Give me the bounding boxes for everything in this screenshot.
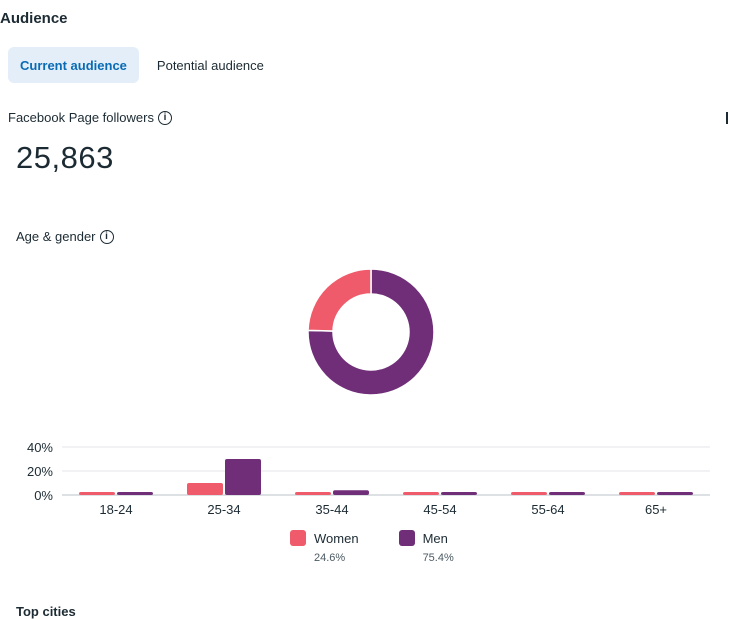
- x-tick-label: 25-34: [207, 502, 240, 517]
- x-tick-label: 18-24: [99, 502, 132, 517]
- bar-men-55-64: [549, 492, 585, 495]
- tab-current-audience[interactable]: Current audience: [8, 47, 139, 83]
- audience-tabs: Current audience Potential audience: [8, 47, 276, 83]
- x-tick-label: 35-44: [315, 502, 348, 517]
- chart-legend: Women 24.6% Men 75.4%: [290, 530, 454, 564]
- followers-label: Facebook Page followers: [8, 110, 154, 125]
- age-gender-label-row: Age & gender i: [16, 229, 114, 244]
- bar-men-18-24: [117, 492, 153, 495]
- donut-slice-women: [307, 268, 372, 332]
- bar-women-35-44: [295, 492, 331, 495]
- men-swatch: [398, 530, 415, 546]
- gender-donut-chart: [307, 268, 435, 396]
- section-title: Audience: [0, 10, 68, 27]
- info-icon[interactable]: i: [99, 229, 114, 244]
- clipped-edge-mark: [726, 112, 728, 124]
- x-tick-label: 65+: [645, 502, 667, 517]
- x-tick-label: 55-64: [531, 502, 564, 517]
- bar-women-55-64: [511, 492, 547, 495]
- age-bar-chart: 0% 20% 40% 18-24 25-34 35-44 45-54 55-64 65+: [27, 440, 710, 517]
- y-tick-label: 0%: [34, 488, 53, 503]
- bar-women-45-54: [403, 492, 439, 495]
- legend-women-percent: 24.6%: [314, 552, 346, 564]
- legend-item-men: Men 75.4%: [398, 530, 454, 564]
- bar-men-25-34: [225, 459, 261, 495]
- y-tick-label: 40%: [27, 440, 53, 455]
- x-tick-label: 45-54: [423, 502, 456, 517]
- bar-women-18-24: [79, 492, 115, 495]
- bar-women-25-34: [187, 483, 223, 495]
- info-icon[interactable]: i: [157, 110, 172, 125]
- legend-item-women: Women 24.6%: [290, 530, 359, 564]
- top-cities-title: Top cities: [16, 604, 76, 619]
- followers-count: 25,863: [16, 140, 114, 175]
- tab-potential-audience[interactable]: Potential audience: [156, 57, 264, 73]
- age-gender-label: Age & gender: [16, 229, 96, 244]
- bar-women-65+: [619, 492, 655, 495]
- legend-men-label: Men: [422, 530, 448, 546]
- bar-men-35-44: [333, 490, 369, 495]
- bar-men-45-54: [441, 492, 477, 495]
- women-swatch: [290, 530, 306, 546]
- donut-slice-men: [307, 268, 435, 396]
- bar-men-65+: [657, 492, 693, 495]
- y-tick-label: 20%: [27, 464, 53, 479]
- legend-men-percent: 75.4%: [422, 552, 454, 564]
- legend-women-label: Women: [314, 530, 359, 546]
- followers-label-row: Facebook Page followers i: [8, 110, 172, 125]
